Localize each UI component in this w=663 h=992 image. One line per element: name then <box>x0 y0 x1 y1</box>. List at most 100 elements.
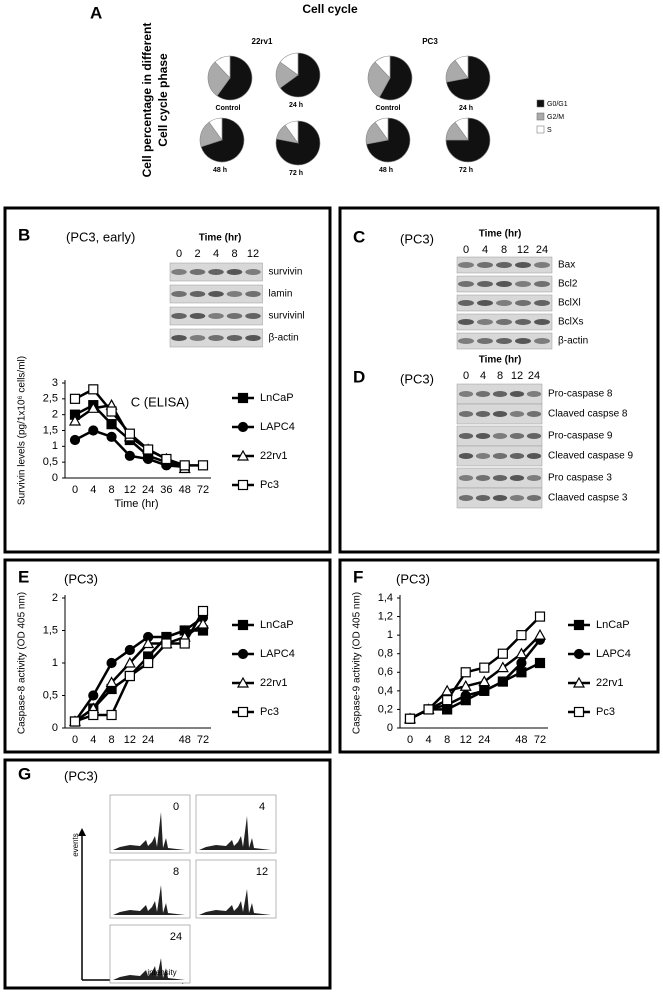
point <box>516 630 527 641</box>
blot-band <box>477 262 493 268</box>
blot-band <box>189 313 206 319</box>
blot-band <box>458 495 474 501</box>
point <box>143 453 154 465</box>
blot-band <box>496 300 512 306</box>
pie-slice <box>279 52 321 98</box>
lane-label: 24 <box>536 244 548 256</box>
blot-band <box>171 313 187 319</box>
point <box>143 444 154 455</box>
blot-band <box>189 335 206 341</box>
point <box>69 434 81 446</box>
point <box>197 460 209 471</box>
y-tick-label: 0,4 <box>378 685 393 697</box>
pie-label: 72 h <box>459 167 473 174</box>
blot-band <box>208 313 224 319</box>
x-tick-label: 4 <box>426 734 432 746</box>
histogram <box>113 958 185 980</box>
blot-band <box>475 453 491 459</box>
pie-slice <box>214 55 231 79</box>
x-axis-label: Time (hr) <box>114 498 158 510</box>
x-tick-label: 72 <box>197 484 209 496</box>
y-axis-label: events <box>71 833 80 857</box>
point <box>88 384 99 395</box>
y-tick-label: 0,6 <box>378 666 393 678</box>
blot-band <box>208 269 224 275</box>
blot-band <box>458 262 474 268</box>
legend-label: 22rv1 <box>596 677 624 689</box>
point <box>69 716 81 727</box>
y-tick-label: 3 <box>52 377 58 389</box>
blot-row-label: survivin <box>269 267 303 278</box>
legend-label: LAPC4 <box>596 648 631 660</box>
y-tick-label: 1 <box>52 440 58 452</box>
point <box>497 676 508 687</box>
blot-band <box>515 319 531 325</box>
blot-band <box>534 338 550 344</box>
blot-band <box>496 338 512 344</box>
panel-letter: F <box>353 567 363 586</box>
legend-marker <box>572 676 586 688</box>
pie-slice <box>216 55 253 101</box>
pie-slice <box>279 52 299 76</box>
point <box>404 713 416 724</box>
blot-time-label: Time (hr) <box>479 355 522 366</box>
y-tick-label: 1,5 <box>43 424 58 436</box>
pie-slice <box>374 117 389 141</box>
lane-label: 0 <box>176 248 182 260</box>
panel-letter: G <box>18 764 31 783</box>
point <box>105 676 118 688</box>
pie-label: 24 h <box>289 102 303 109</box>
legend-marker <box>236 676 250 688</box>
blot-band <box>189 291 206 297</box>
histogram-label: 0 <box>173 801 179 813</box>
point <box>124 450 135 461</box>
panel-border <box>3 206 332 554</box>
legend-label: 22rv1 <box>260 450 288 462</box>
point <box>479 685 490 696</box>
pie-label: Control <box>376 105 401 112</box>
blot-band <box>458 453 474 459</box>
blot-row-label: Pro-caspase 8 <box>548 389 613 400</box>
blot-band <box>515 338 531 344</box>
point <box>124 644 135 656</box>
pie-label: 72 h <box>289 170 303 177</box>
legend-marker <box>237 619 249 631</box>
panel-subtitle: (PC3) <box>400 371 434 386</box>
x-tick-label: 8 <box>109 734 115 746</box>
legend-label: LAPC4 <box>260 421 295 433</box>
blot-band <box>458 281 474 287</box>
blot-band <box>245 269 261 275</box>
blot-band <box>509 433 525 439</box>
y-tick-label: 0,5 <box>43 456 58 468</box>
panel-subtitle: (PC3) <box>396 571 430 586</box>
point <box>534 657 546 669</box>
panel-border <box>3 558 332 754</box>
legend-label: LAPC4 <box>260 648 295 660</box>
point <box>123 656 136 668</box>
x-tick-label: 12 <box>460 734 472 746</box>
lane-label: 2 <box>194 248 200 260</box>
lane-label: 12 <box>517 244 529 256</box>
y-tick-label: 0,8 <box>378 648 393 660</box>
blot-band <box>226 291 243 297</box>
point <box>516 667 527 678</box>
blot-row-label: BclXs <box>558 317 584 328</box>
histogram <box>199 889 271 915</box>
y-tick-label: 1,4 <box>378 592 393 604</box>
group-label: PC3 <box>422 37 438 46</box>
blot-band <box>509 495 525 501</box>
legend-marker <box>237 421 249 433</box>
blot-row-label: Claaved caspse 3 <box>548 493 628 504</box>
blot-row-label: Pro-caspase 9 <box>548 431 613 442</box>
x-tick-label: 0 <box>72 734 78 746</box>
point <box>124 670 135 682</box>
legend-label: LnCaP <box>260 619 294 631</box>
y-tick-label: 2 <box>52 592 58 604</box>
histogram-label: 8 <box>173 866 179 878</box>
panel-subtitle: (PC3, early) <box>66 229 135 244</box>
lane-label: 4 <box>213 248 219 260</box>
blot-band <box>526 475 542 481</box>
point <box>69 393 81 404</box>
blot-band <box>496 319 512 325</box>
y-tick-label: 0,2 <box>378 703 393 715</box>
